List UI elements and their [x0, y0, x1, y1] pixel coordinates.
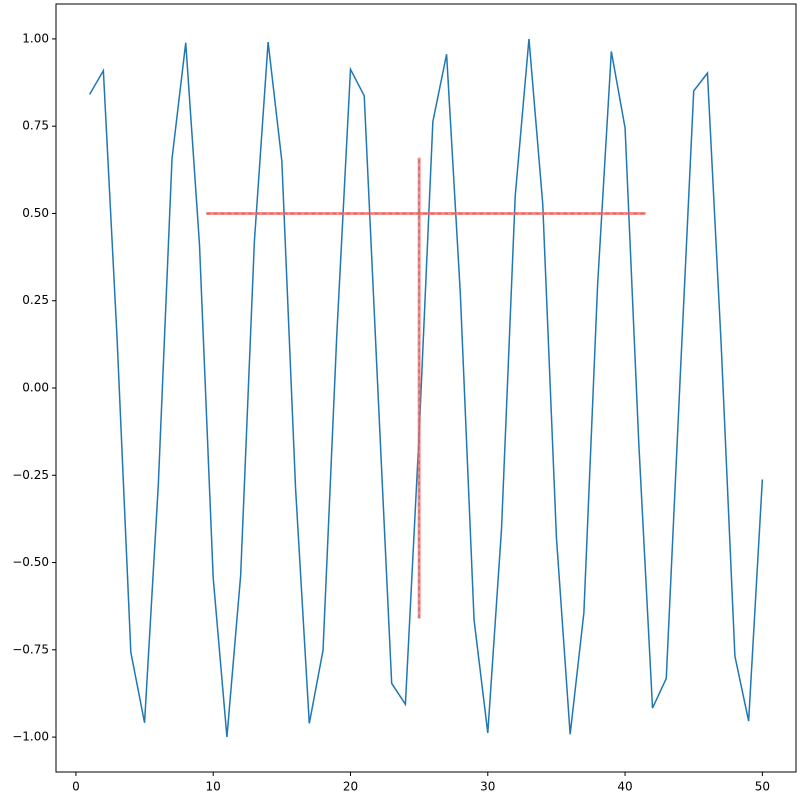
y-tick-label: −0.25	[12, 468, 49, 482]
x-tick-label: 50	[755, 780, 770, 794]
x-tick-label: 20	[343, 780, 358, 794]
y-tick-label: −0.50	[12, 555, 49, 569]
y-tick-label: −1.00	[12, 730, 49, 744]
x-tick-label: 40	[617, 780, 632, 794]
x-tick-label: 10	[206, 780, 221, 794]
y-tick-label: −0.75	[12, 642, 49, 656]
axes-frame	[55, 3, 797, 773]
data-line	[88, 38, 764, 738]
y-tick-label: 0.50	[22, 206, 49, 220]
x-tick-label: 0	[72, 780, 80, 794]
y-tick-label: 0.25	[22, 293, 49, 307]
x-tick-label: 30	[480, 780, 495, 794]
y-tick-label: 0.00	[22, 381, 49, 395]
y-tick-label: 0.75	[22, 119, 49, 133]
y-tick-label: 1.00	[22, 31, 49, 45]
